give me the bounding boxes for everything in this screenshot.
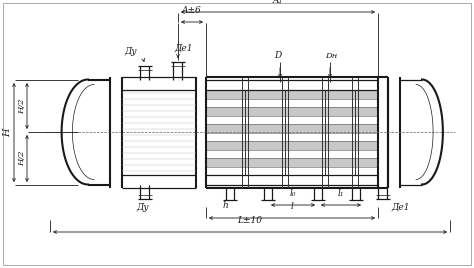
Text: l₀: l₀ bbox=[290, 189, 296, 198]
Bar bbox=[206, 158, 378, 166]
Bar bbox=[206, 141, 378, 150]
Text: A₁: A₁ bbox=[273, 0, 283, 5]
Bar bbox=[206, 124, 378, 132]
Text: Ду: Ду bbox=[137, 203, 149, 211]
Bar bbox=[206, 90, 378, 99]
Text: Ду: Ду bbox=[125, 47, 137, 56]
Bar bbox=[206, 107, 378, 116]
Text: Де1: Де1 bbox=[392, 203, 410, 211]
Text: l: l bbox=[291, 202, 293, 211]
Text: Де1: Де1 bbox=[175, 43, 193, 52]
Text: l₁: l₁ bbox=[338, 189, 344, 198]
Text: H: H bbox=[3, 128, 12, 137]
Text: A±6: A±6 bbox=[182, 6, 202, 15]
Text: L±10: L±10 bbox=[237, 216, 263, 225]
Text: h: h bbox=[222, 200, 228, 210]
Text: Dн: Dн bbox=[325, 52, 337, 60]
Text: D: D bbox=[274, 51, 282, 60]
Text: H/2: H/2 bbox=[18, 98, 26, 114]
Text: H/2: H/2 bbox=[18, 151, 26, 166]
